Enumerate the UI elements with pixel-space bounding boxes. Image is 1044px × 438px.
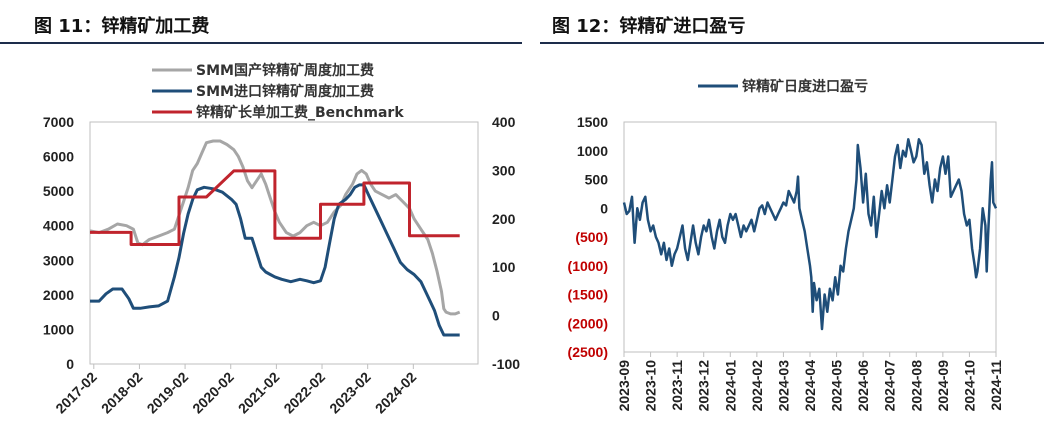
series-line-2 (90, 183, 460, 337)
right-y-tick-label: 1500 (577, 114, 608, 130)
right-y-tick-label: (2500) (568, 344, 608, 360)
left-y-tick-label: 5000 (43, 183, 74, 199)
right-x-tick-label: 2024-04 (802, 360, 818, 412)
right-x-tick-label: 2023-12 (696, 360, 712, 412)
left-figure-title: 图 11：锌精矿加工费 (34, 16, 210, 37)
right-title-rule (540, 42, 1044, 44)
right-x-tick-label: 2024-03 (775, 360, 791, 412)
left-line-chart: 0 1000 2000 3000 4000 5000 6000 7000 -100 0 100 200… (43, 62, 520, 416)
left-y-tick-label: 3000 (43, 252, 74, 268)
right-y-tick-label: 500 (585, 172, 609, 188)
left-y-tick-label: 4000 (43, 218, 74, 234)
right-axis-tick-label: -100 (492, 356, 520, 372)
right-x-tick-label: 2024-02 (749, 360, 765, 412)
right-y-tick-label: 0 (600, 200, 608, 216)
series-line-3 (90, 169, 460, 246)
left-y-tick-label: 7000 (43, 114, 74, 130)
right-y-tick-label: (1500) (568, 287, 608, 303)
right-axis-tick-label: 400 (492, 114, 516, 130)
right-y-tick-label: (2000) (568, 315, 608, 331)
right-axis-tick-label: 300 (492, 162, 516, 178)
right-series-line (622, 138, 998, 331)
right-figure-title: 图 12：锌精矿进口盈亏 (552, 16, 746, 37)
right-x-tick-label: 2024-10 (961, 360, 977, 412)
right-x-tick-label: 2024-09 (935, 360, 951, 412)
left-plot-frame (89, 121, 479, 365)
right-x-tick-label: 2024-08 (908, 360, 924, 412)
right-x-tick-label: 2023-09 (616, 360, 632, 412)
right-y-tick-label: (1000) (568, 258, 608, 274)
right-x-tick-label: 2024-11 (988, 360, 1004, 411)
right-axis-tick-label: 200 (492, 211, 516, 227)
left-y-tick-label: 6000 (43, 149, 74, 165)
right-axis-tick-label: 100 (492, 259, 516, 275)
right-y-tick-label: 1000 (577, 143, 608, 159)
left-title-rule (0, 42, 522, 44)
right-x-tick-label: 2024-05 (829, 360, 845, 412)
legend-label-3: 锌精矿长单加工费_Benchmark (196, 104, 404, 121)
right-axis-tick-label: 0 (492, 308, 500, 324)
right-x-tick-label: 2023-10 (643, 360, 659, 412)
right-y-tick-label: (500) (575, 229, 608, 245)
legend-label-1: SMM国产锌精矿周度加工费 (196, 62, 374, 79)
right-x-tick-label: 2024-07 (882, 360, 898, 412)
left-y-tick-label: 1000 (43, 321, 74, 337)
right-legend-label: 锌精矿日度进口盈亏 (742, 78, 868, 95)
right-x-tick-label: 2024-01 (722, 360, 738, 412)
left-y-tick-label: 0 (66, 356, 74, 372)
left-y-tick-label: 2000 (43, 287, 74, 303)
series-line-1 (89, 139, 461, 316)
right-x-tick-label: 2024-06 (855, 360, 871, 412)
legend-label-2: SMM进口锌精矿周度加工费 (196, 83, 374, 100)
right-x-tick-label: 2023-11 (669, 360, 685, 411)
